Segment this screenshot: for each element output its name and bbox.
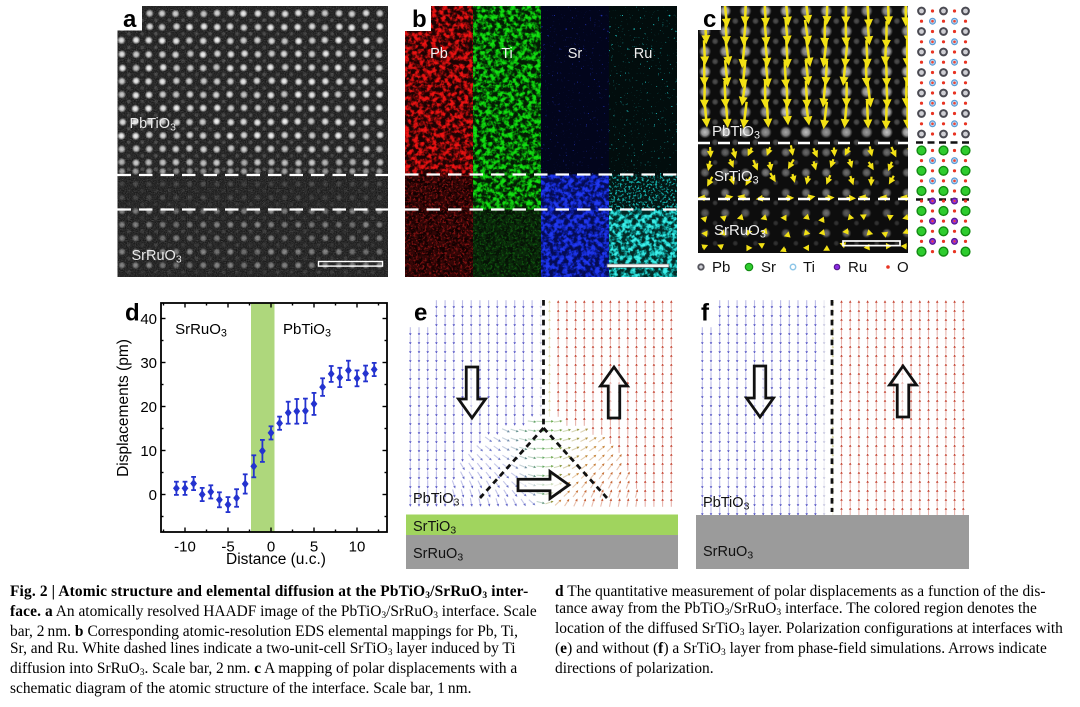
svg-text:20: 20 xyxy=(140,399,157,416)
svg-text:Ti: Ti xyxy=(803,259,815,276)
svg-text:Displacements (pm): Displacements (pm) xyxy=(115,339,132,477)
svg-text:-10: -10 xyxy=(174,539,196,556)
svg-text:0: 0 xyxy=(149,487,157,504)
svg-text:Pb: Pb xyxy=(712,259,730,276)
svg-text:Sr: Sr xyxy=(568,46,583,62)
svg-text:0: 0 xyxy=(267,539,275,556)
svg-text:PbTiO3: PbTiO3 xyxy=(130,116,177,134)
svg-text:Sr: Sr xyxy=(761,259,776,276)
svg-text:d: d xyxy=(125,300,140,327)
svg-text:SrTiO3: SrTiO3 xyxy=(714,168,759,187)
svg-text:-5: -5 xyxy=(221,539,234,556)
svg-text:c: c xyxy=(703,6,716,33)
svg-text:PbTiO3: PbTiO3 xyxy=(283,321,331,340)
svg-text:b: b xyxy=(412,6,427,33)
svg-text:PbTiO3: PbTiO3 xyxy=(712,123,760,142)
svg-text:PbTiO3: PbTiO3 xyxy=(703,495,750,513)
svg-text:30: 30 xyxy=(140,355,157,372)
svg-text:SrRuO3: SrRuO3 xyxy=(132,248,182,266)
svg-text:10: 10 xyxy=(140,443,157,460)
svg-text:SrRuO3: SrRuO3 xyxy=(703,544,753,562)
svg-text:5: 5 xyxy=(310,539,318,556)
svg-text:Pb: Pb xyxy=(430,46,448,62)
svg-text:SrRuO3: SrRuO3 xyxy=(714,222,766,241)
svg-text:Ti: Ti xyxy=(501,46,513,62)
svg-text:40: 40 xyxy=(140,311,157,328)
svg-text:O: O xyxy=(897,259,909,276)
svg-text:10: 10 xyxy=(349,539,366,556)
svg-text:PbTiO3: PbTiO3 xyxy=(413,491,460,509)
svg-text:SrRuO3: SrRuO3 xyxy=(413,546,463,564)
svg-text:e: e xyxy=(414,300,427,327)
svg-text:a: a xyxy=(123,6,137,33)
svg-text:f: f xyxy=(701,300,710,327)
svg-text:SrTiO3: SrTiO3 xyxy=(413,519,456,537)
svg-text:Ru: Ru xyxy=(848,259,867,276)
svg-text:Ru: Ru xyxy=(634,46,653,62)
svg-text:Distance (u.c.): Distance (u.c.) xyxy=(226,551,326,568)
svg-text:SrRuO3: SrRuO3 xyxy=(175,321,227,340)
